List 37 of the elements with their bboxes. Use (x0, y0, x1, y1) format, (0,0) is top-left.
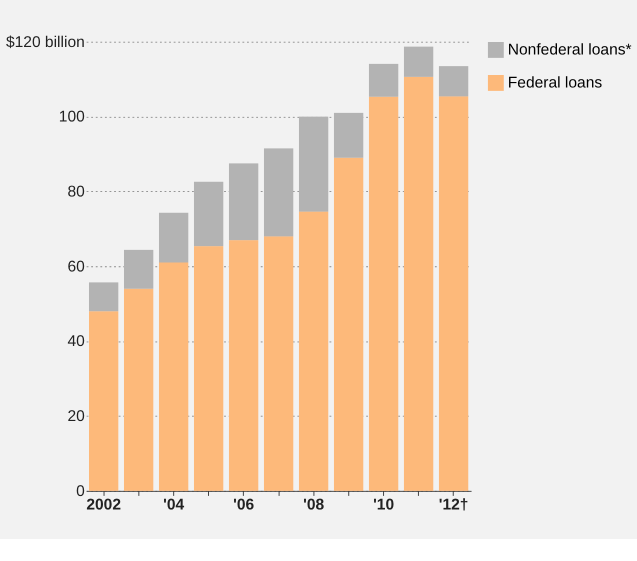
bar (438, 96, 468, 491)
bar (194, 246, 224, 491)
bar (88, 311, 118, 491)
bar (158, 212, 188, 263)
x-tick-label: '04 (163, 496, 184, 514)
bar (194, 182, 224, 246)
x-tick-label: '06 (233, 496, 254, 514)
bar (368, 64, 398, 97)
bar (438, 66, 468, 96)
bar (368, 96, 398, 491)
bar (124, 250, 154, 289)
bar (298, 212, 328, 491)
bar (228, 240, 258, 491)
x-tick-label: '12† (438, 496, 468, 514)
legend-label: Nonfederal loans* (508, 42, 632, 59)
y-tick-label: 20 (67, 408, 86, 426)
x-tick-label: 2002 (86, 496, 122, 514)
y-tick-label: 80 (67, 183, 86, 200)
x-tick-label: '10 (373, 496, 394, 514)
y-tick-label: $120 billion (6, 34, 85, 51)
bar (404, 76, 434, 491)
bar (158, 262, 188, 491)
bar (404, 46, 434, 77)
y-tick-label: 60 (67, 258, 86, 276)
bar (334, 158, 364, 491)
x-tick-label: '08 (303, 496, 324, 514)
bar (264, 148, 294, 236)
y-tick-label: 100 (58, 108, 86, 126)
bar (298, 116, 328, 212)
legend-label: Federal loans (508, 74, 602, 92)
bar (264, 236, 294, 491)
bar (88, 282, 118, 312)
bar (334, 112, 364, 158)
y-tick-label: 0 (76, 482, 86, 500)
bar (124, 288, 154, 491)
bar (228, 163, 258, 240)
y-tick-label: 40 (67, 333, 86, 350)
